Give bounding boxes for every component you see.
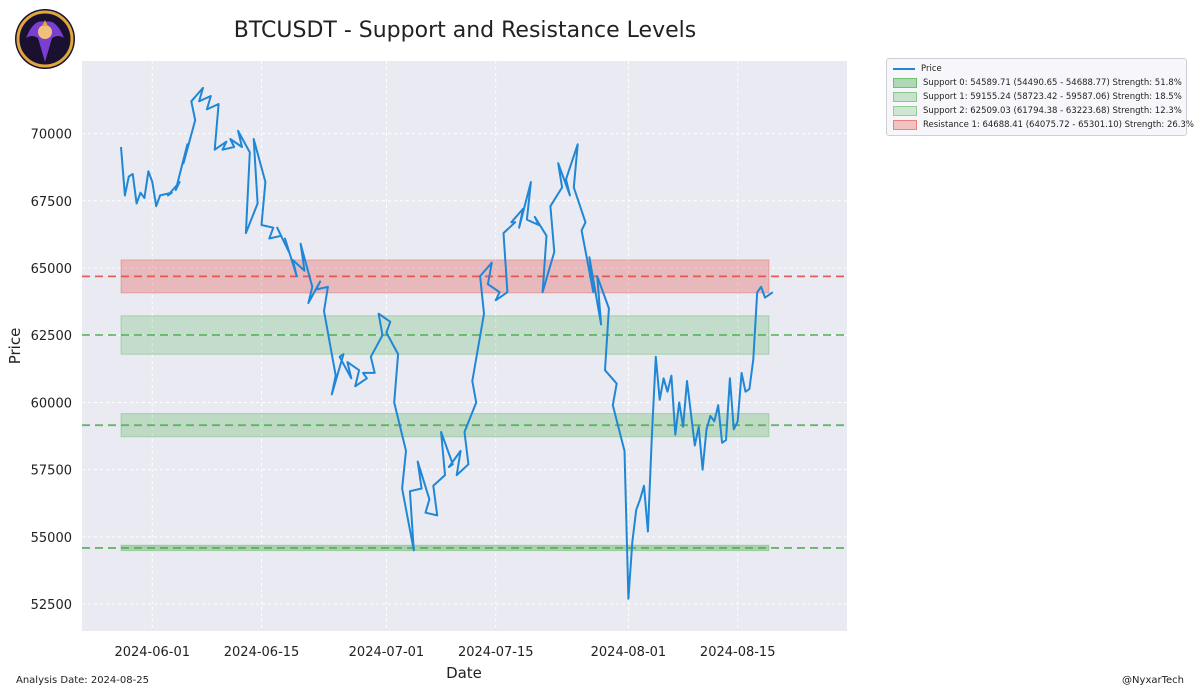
legend-label: Support 1: 59155.24 (58723.42 - 59587.06… <box>923 92 1182 102</box>
support-resistance-bands <box>82 259 847 552</box>
legend-item-resistance-1: Resistance 1: 64688.41 (64075.72 - 65301… <box>893 118 1194 132</box>
chart-legend: Price Support 0: 54589.71 (54490.65 - 54… <box>886 58 1194 136</box>
x-axis-label: Date <box>446 664 482 682</box>
y-tick-label: 52500 <box>31 598 72 613</box>
support-swatch <box>893 78 917 88</box>
price-line <box>120 86 774 600</box>
y-tick-label: 65000 <box>31 262 72 277</box>
x-tick-label: 2024-08-01 <box>591 645 667 660</box>
x-tick-label: 2024-06-15 <box>224 645 300 660</box>
x-tick-label: 2024-08-15 <box>700 645 776 660</box>
y-tick-label: 57500 <box>31 464 72 479</box>
legend-item-support-0: Support 0: 54589.71 (54490.65 - 54688.77… <box>893 76 1182 90</box>
legend-label: Price <box>921 64 942 74</box>
y-tick-label: 60000 <box>31 396 72 411</box>
chart-title: BTCUSDT - Support and Resistance Levels <box>233 18 697 43</box>
legend-label: Support 2: 62509.03 (61794.38 - 63223.68… <box>923 106 1182 116</box>
x-tick-label: 2024-06-01 <box>114 645 190 660</box>
brand-logo-icon <box>15 9 75 69</box>
price-line-swatch <box>893 68 915 70</box>
analysis-date: Analysis Date: 2024-08-25 <box>16 675 149 686</box>
y-tick-label: 55000 <box>31 531 72 546</box>
legend-item-support-1: Support 1: 59155.24 (58723.42 - 59587.06… <box>893 90 1182 104</box>
grid-lines <box>82 61 847 631</box>
y-tick-label: 67500 <box>31 195 72 210</box>
support-swatch <box>893 92 917 102</box>
y-tick-label: 70000 <box>31 128 72 143</box>
resistance-swatch <box>893 120 917 130</box>
support-swatch <box>893 106 917 116</box>
plot-area <box>82 61 847 631</box>
y-axis-label: Price <box>6 328 24 365</box>
y-tick-label: 62500 <box>31 329 72 344</box>
legend-label: Support 0: 54589.71 (54490.65 - 54688.77… <box>923 78 1182 88</box>
x-tick-label: 2024-07-15 <box>458 645 534 660</box>
author-handle: @NyxarTech <box>1122 675 1184 686</box>
x-tick-label: 2024-07-01 <box>349 645 425 660</box>
x-tick-labels: 2024-06-01 2024-06-15 2024-07-01 2024-07-15… <box>114 645 775 660</box>
legend-label: Resistance 1: 64688.41 (64075.72 - 65301… <box>923 120 1194 130</box>
y-tick-labels: 52500 55000 57500 60000 62500 65000 67500 70000 <box>31 128 72 614</box>
legend-item-support-2: Support 2: 62509.03 (61794.38 - 63223.68… <box>893 104 1182 118</box>
legend-item-price: Price <box>893 62 942 76</box>
price-series <box>120 86 774 600</box>
